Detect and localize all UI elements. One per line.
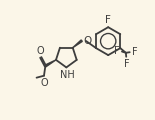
Text: F: F [105, 15, 111, 25]
Polygon shape [73, 40, 82, 48]
Text: O: O [36, 46, 44, 56]
Text: F: F [132, 47, 137, 57]
Text: O: O [40, 78, 48, 87]
Text: F: F [114, 46, 120, 56]
Text: O: O [84, 36, 92, 46]
Polygon shape [45, 60, 56, 67]
Text: NH: NH [60, 70, 74, 80]
Text: F: F [124, 59, 129, 69]
